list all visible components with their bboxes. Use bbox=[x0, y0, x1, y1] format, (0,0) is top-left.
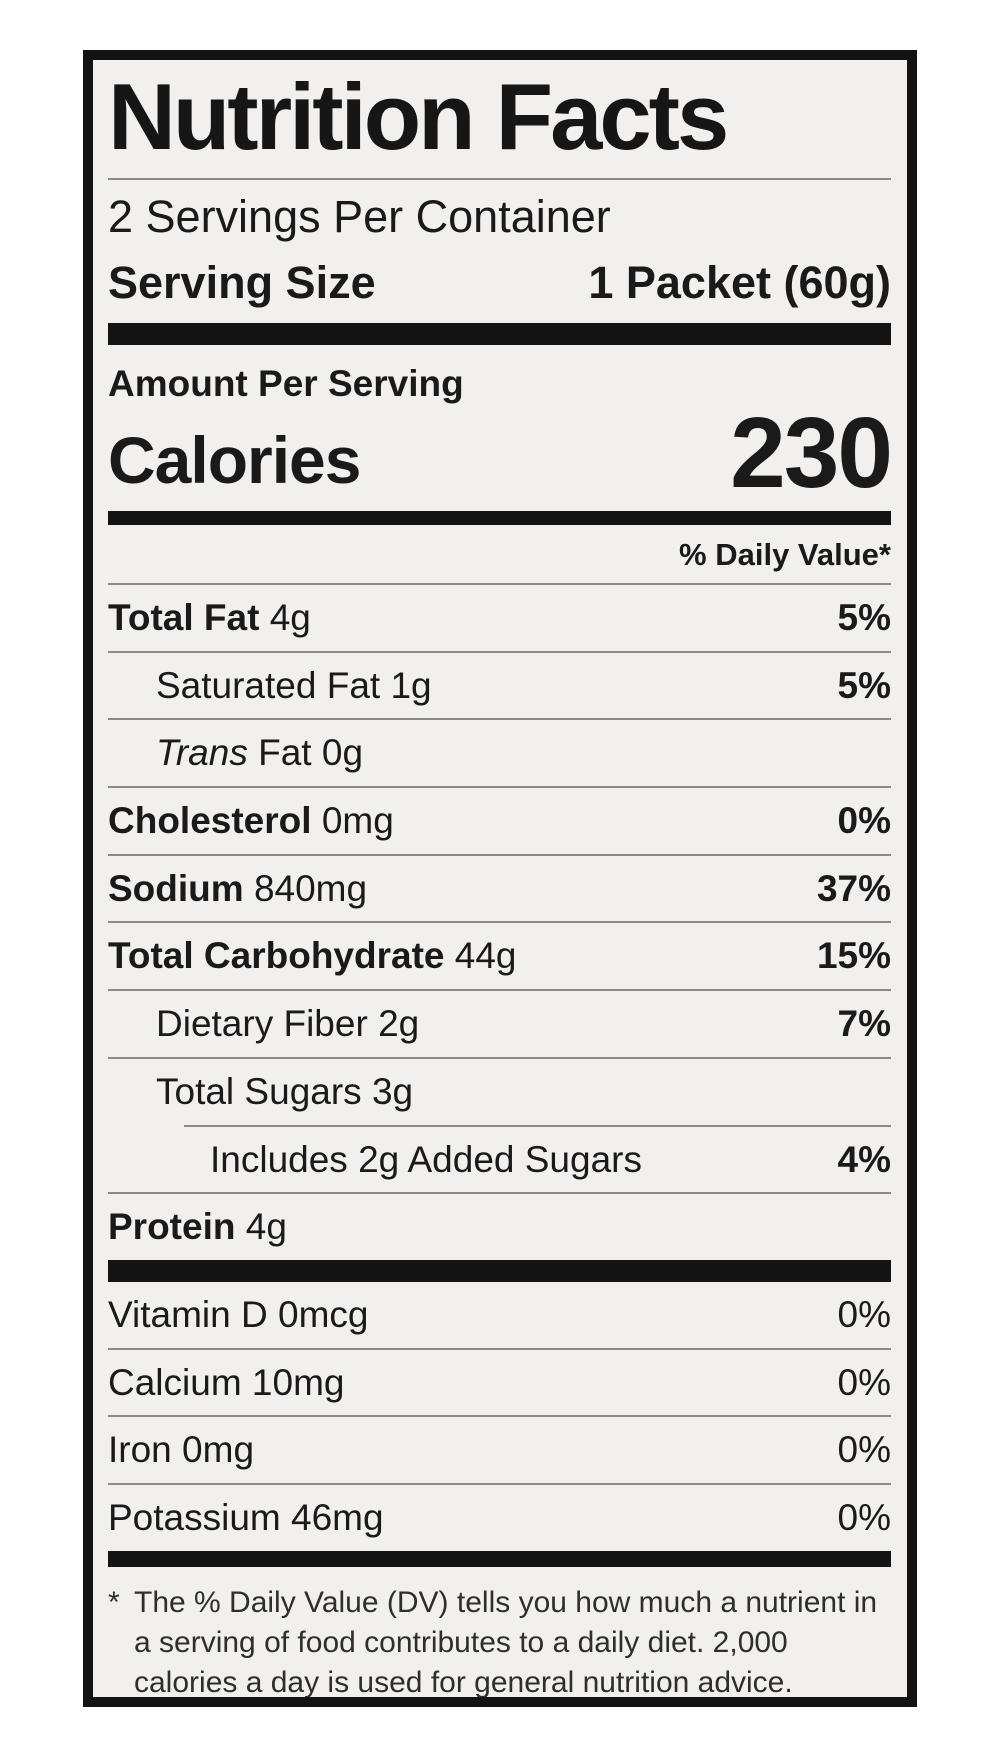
daily-value: 0% bbox=[837, 1361, 891, 1403]
nutrient-amount: 3g bbox=[371, 1070, 414, 1112]
nutrient-name: Total Fat 4g bbox=[108, 597, 311, 638]
nutrition-facts-label: Nutrition Facts 2 Servings Per Container… bbox=[83, 50, 917, 1707]
vitamin-name: Calcium 10mg bbox=[108, 1361, 345, 1403]
nutrient-name: Sodium 840mg bbox=[108, 867, 368, 909]
daily-value: 0% bbox=[837, 1496, 891, 1538]
daily-value: 37% bbox=[816, 867, 891, 909]
label-title: Nutrition Facts bbox=[108, 64, 729, 169]
daily-value: 7% bbox=[837, 1003, 891, 1045]
daily-value: 0% bbox=[837, 1293, 891, 1335]
daily-value: 5% bbox=[837, 597, 891, 638]
nutrient-amount: 0mg bbox=[321, 800, 394, 842]
nutrient-amount: 44g bbox=[454, 935, 517, 977]
thick-bar bbox=[108, 1259, 891, 1282]
vitamin-row-potassium: Potassium 46mg 0% bbox=[108, 1482, 891, 1551]
footnote: * The % Daily Value (DV) tells you how m… bbox=[108, 1567, 891, 1699]
calories-value: 230 bbox=[730, 397, 893, 509]
calories-label: Calories bbox=[108, 423, 361, 497]
nutrient-name: Saturated Fat 1g bbox=[156, 664, 432, 706]
daily-value: 5% bbox=[837, 664, 891, 706]
thick-bar bbox=[108, 511, 891, 525]
nutrient-row-dietary-fiber: Dietary Fiber 2g 7% bbox=[108, 989, 891, 1057]
nutrient-amount: 840mg bbox=[253, 867, 368, 909]
nutrient-amount: 4g bbox=[245, 1206, 287, 1248]
thick-bar bbox=[108, 1550, 891, 1567]
nutrient-row-total-sugars: Total Sugars 3g bbox=[108, 1056, 891, 1125]
nutrient-amount: 1g bbox=[390, 664, 432, 706]
vitamin-amount: 0mg bbox=[182, 1429, 255, 1471]
daily-value: 0% bbox=[837, 800, 891, 842]
vitamin-amount: 0mcg bbox=[278, 1293, 369, 1335]
separator-inset bbox=[184, 1124, 891, 1127]
vitamin-row-vitamin-d: Vitamin D 0mcg 0% bbox=[108, 1282, 891, 1348]
nutrient-row-trans-fat: Trans Fat 0g bbox=[108, 718, 891, 786]
nutrient-row-saturated-fat: Saturated Fat 1g 5% bbox=[108, 650, 891, 719]
vitamin-amount: 10mg bbox=[251, 1361, 345, 1403]
thick-bar bbox=[108, 323, 891, 345]
vitamin-row-iron: Iron 0mg 0% bbox=[108, 1415, 891, 1483]
nutrient-row-total-fat: Total Fat 4g 5% bbox=[108, 583, 891, 651]
daily-value: 15% bbox=[816, 935, 891, 977]
nutrient-name: Dietary Fiber 2g bbox=[156, 1003, 420, 1045]
servings-per-container: 2 Servings Per Container bbox=[108, 191, 611, 242]
nutrient-name: Trans Fat 0g bbox=[156, 732, 364, 774]
vitamin-amount: 46mg bbox=[291, 1496, 384, 1538]
nutrient-row-sodium: Sodium 840mg 37% bbox=[108, 853, 891, 922]
daily-value: 4% bbox=[837, 1138, 891, 1180]
vitamin-row-calcium: Calcium 10mg 0% bbox=[108, 1347, 891, 1416]
serving-size-value: 1 Packet (60g) bbox=[588, 256, 891, 308]
nutrient-name: Protein 4g bbox=[108, 1206, 287, 1248]
nutrient-row-added-sugars: Includes 2g Added Sugars 4% bbox=[108, 1127, 891, 1193]
nutrient-row-total-carbohydrate: Total Carbohydrate 44g 15% bbox=[108, 921, 891, 989]
nutrient-name: Includes 2g Added Sugars bbox=[210, 1138, 642, 1180]
serving-size-label: Serving Size bbox=[108, 256, 376, 308]
vitamin-name: Vitamin D 0mcg bbox=[108, 1293, 369, 1335]
calories-row: Calories 230 bbox=[108, 397, 893, 509]
serving-size-row: Serving Size 1 Packet (60g) bbox=[108, 256, 891, 308]
nutrient-row-protein: Protein 4g bbox=[108, 1192, 891, 1260]
vitamin-name: Potassium 46mg bbox=[108, 1496, 384, 1538]
daily-value: 0% bbox=[837, 1429, 891, 1471]
separator bbox=[108, 178, 891, 180]
daily-value-header: % Daily Value* bbox=[679, 537, 891, 572]
vitamin-name: Iron 0mg bbox=[108, 1429, 255, 1471]
nutrient-name: Cholesterol 0mg bbox=[108, 800, 394, 842]
amount-per-serving: Amount Per Serving bbox=[108, 363, 464, 404]
nutrient-name: Total Sugars 3g bbox=[156, 1070, 414, 1112]
nutrient-amount: 4g bbox=[269, 597, 311, 638]
footnote-asterisk: * bbox=[108, 1585, 120, 1619]
nutrient-row-cholesterol: Cholesterol 0mg 0% bbox=[108, 786, 891, 854]
nutrient-name: Total Carbohydrate 44g bbox=[108, 935, 517, 977]
nutrient-amount: 0g bbox=[321, 732, 364, 774]
footnote-text: The % Daily Value (DV) tells you how muc… bbox=[134, 1585, 878, 1699]
nutrient-amount: 2g bbox=[378, 1003, 420, 1045]
